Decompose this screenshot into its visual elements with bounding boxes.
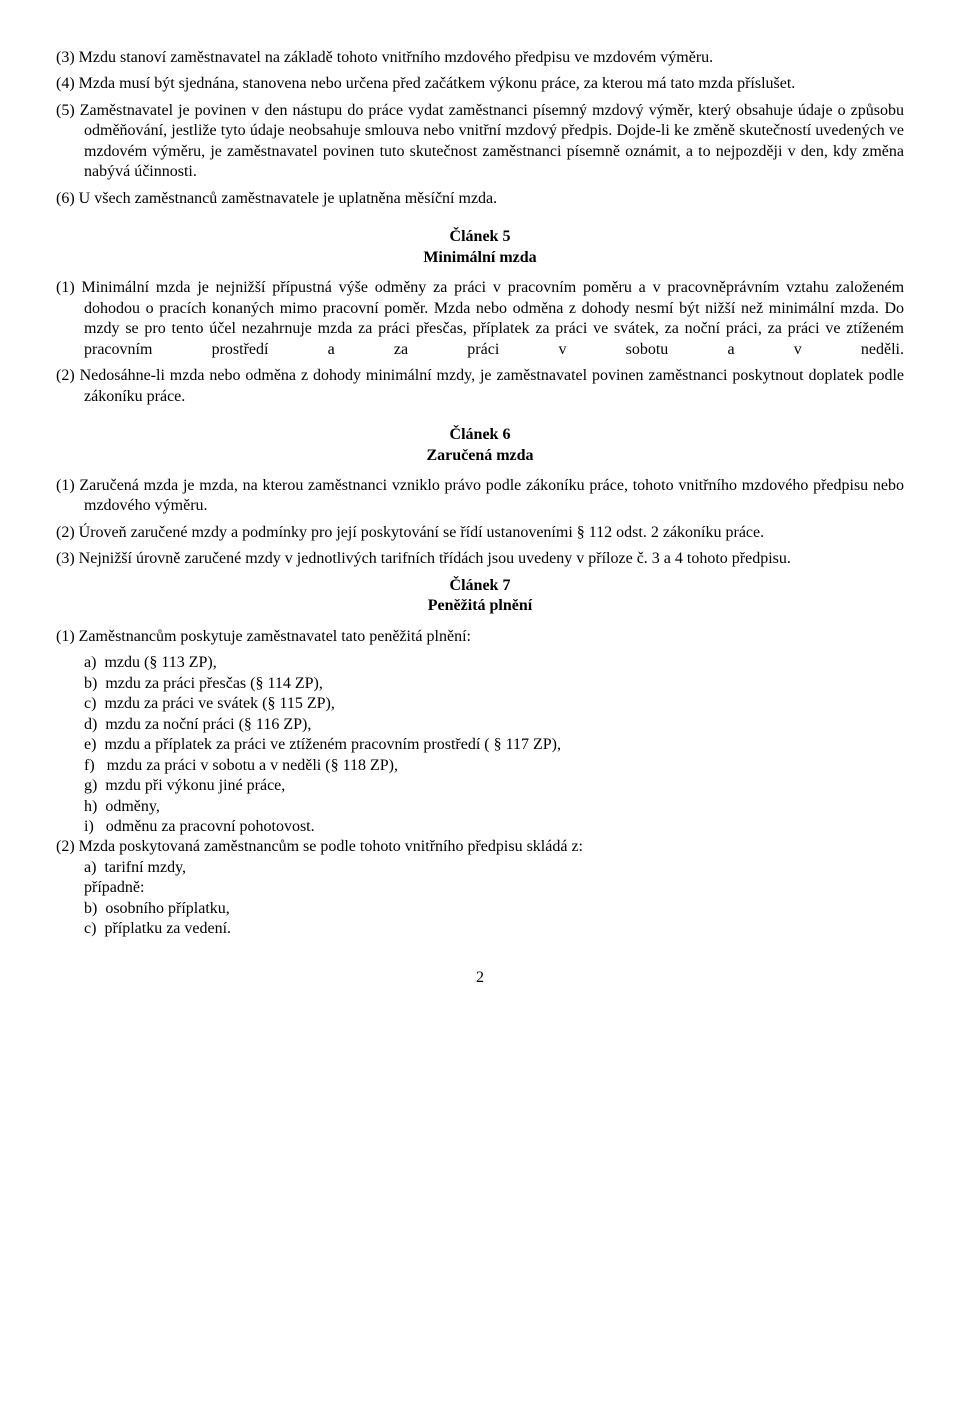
list-marker: i) [84,818,94,835]
list-text: osobního příplatku, [105,900,229,917]
list-text: mzdu za práci v sobotu a v neděli (§ 118… [107,757,398,774]
list-marker: c) [84,695,96,712]
article-5-para-1: (1) Minimální mzda je nejnižší přípustná… [56,278,904,360]
paragraph-5: (5) Zaměstnavatel je povinen v den nástu… [56,101,904,183]
list-text: tarifní mzdy, [104,859,186,876]
list-item-h: h) odměny, [56,797,904,817]
list-item-maybe: případně: [56,878,904,898]
list-item-e: e) mzdu a příplatek za práci ve ztíženém… [56,735,904,755]
list-marker: h) [84,798,97,815]
list-item-d: d) mzdu za noční práci (§ 116 ZP), [56,715,904,735]
para-text: Nedosáhne-li mzda nebo odměna z dohody m… [80,367,904,404]
paragraph-3: (3) Mzdu stanoví zaměstnavatel na základ… [56,48,904,68]
para-marker: (3) [56,49,75,66]
list-item-a: a) tarifní mzdy, [56,858,904,878]
list-marker: c) [84,920,96,937]
article-7-para-2: (2) Mzda poskytovaná zaměstnancům se pod… [56,837,904,857]
para-marker: (1) [56,477,75,494]
para-text: Mzda poskytovaná zaměstnancům se podle t… [79,838,583,855]
article-6-para-2: (2) Úroveň zaručené mzdy a podmínky pro … [56,523,904,543]
paragraph-4: (4) Mzda musí být sjednána, stanovena ne… [56,74,904,94]
para-text: Mzda musí být sjednána, stanovena nebo u… [79,75,796,92]
list-text: mzdu při výkonu jiné práce, [105,777,285,794]
list-marker: a) [84,654,96,671]
list-text: odměnu za pracovní pohotovost. [106,818,315,835]
list-text: mzdu za práci ve svátek (§ 115 ZP), [104,695,334,712]
para-marker: (5) [56,102,75,119]
para-text: Mzdu stanoví zaměstnavatel na základě to… [79,49,714,66]
list-item-c: c) mzdu za práci ve svátek (§ 115 ZP), [56,694,904,714]
list-marker: b) [84,675,97,692]
article-6-para-1: (1) Zaručená mzda je mzda, na kterou zam… [56,476,904,517]
list-item-i: i) odměnu za pracovní pohotovost. [56,817,904,837]
article-5-subtitle: Minimální mzda [56,248,904,268]
para-text: U všech zaměstnanců zaměstnavatele je up… [79,190,497,207]
para-marker: (3) [56,550,75,567]
article-5-para-2: (2) Nedosáhne-li mzda nebo odměna z doho… [56,366,904,407]
list-item-b: b) mzdu za práci přesčas (§ 114 ZP), [56,674,904,694]
para-marker: (1) [56,628,75,645]
para-marker: (4) [56,75,75,92]
para-text: Minimální mzda je nejnižší přípustná výš… [81,279,904,357]
list-marker: a) [84,859,96,876]
list-marker: b) [84,900,97,917]
list-item-g: g) mzdu při výkonu jiné práce, [56,776,904,796]
article-7-para-2-list: a) tarifní mzdy, případně: b) osobního p… [56,858,904,940]
article-6-subtitle: Zaručená mzda [56,446,904,466]
para-marker: (2) [56,524,75,541]
page-number: 2 [56,968,904,988]
para-marker: (2) [56,838,75,855]
article-7-para-1: (1) Zaměstnancům poskytuje zaměstnavatel… [56,627,904,647]
list-item-c: c) příplatku za vedení. [56,919,904,939]
para-marker: (1) [56,279,75,296]
list-text: mzdu (§ 113 ZP), [104,654,216,671]
list-marker: d) [84,716,97,733]
article-7-para-1-list: a) mzdu (§ 113 ZP), b) mzdu za práci pře… [56,653,904,837]
list-item-a: a) mzdu (§ 113 ZP), [56,653,904,673]
article-5-title: Článek 5 [56,227,904,247]
list-marker: e) [84,736,96,753]
para-text: Nejnižší úrovně zaručené mzdy v jednotli… [79,550,791,567]
list-text: příplatku za vedení. [104,920,231,937]
article-6-title: Článek 6 [56,425,904,445]
article-7-subtitle: Peněžitá plnění [56,596,904,616]
list-marker: g) [84,777,97,794]
list-marker: f) [84,757,95,774]
list-item-b: b) osobního příplatku, [56,899,904,919]
list-text: odměny, [105,798,160,815]
para-text: Úroveň zaručené mzdy a podmínky pro její… [79,524,764,541]
list-text: mzdu za noční práci (§ 116 ZP), [105,716,311,733]
para-text: Zaměstnavatel je povinen v den nástupu d… [80,102,904,180]
article-6-para-3: (3) Nejnižší úrovně zaručené mzdy v jedn… [56,549,904,569]
list-text: mzdu a příplatek za práci ve ztíženém pr… [104,736,561,753]
list-text: mzdu za práci přesčas (§ 114 ZP), [105,675,323,692]
para-text: Zaručená mzda je mzda, na kterou zaměstn… [79,477,904,514]
list-item-f: f) mzdu za práci v sobotu a v neděli (§ … [56,756,904,776]
article-7-title: Článek 7 [56,576,904,596]
paragraph-6: (6) U všech zaměstnanců zaměstnavatele j… [56,189,904,209]
para-text: Zaměstnancům poskytuje zaměstnavatel tat… [79,628,471,645]
para-marker: (2) [56,367,75,384]
para-marker: (6) [56,190,75,207]
